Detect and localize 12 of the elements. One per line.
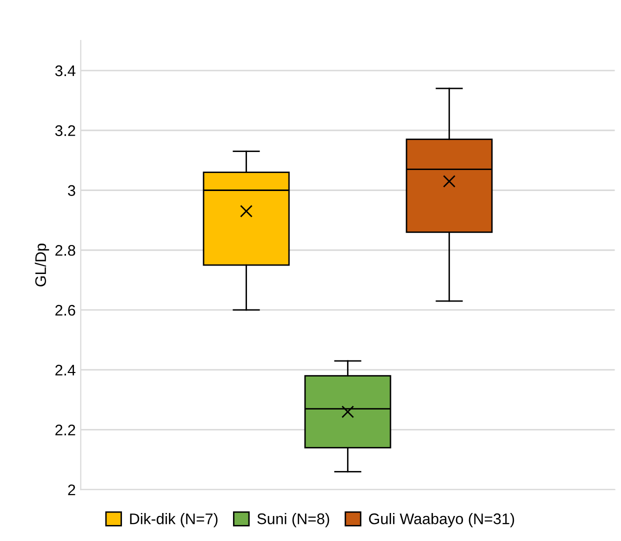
y-tick-label: 2.8 bbox=[55, 244, 76, 256]
legend-label: Suni (N=8) bbox=[257, 513, 330, 528]
legend-label: Dik-dik (N=7) bbox=[130, 513, 218, 528]
y-tick-label: 2 bbox=[68, 484, 76, 496]
y-tick-label: 2.2 bbox=[55, 424, 76, 436]
y-tick-label: 3 bbox=[68, 185, 76, 196]
legend-label: Guli Waabayo (N=31) bbox=[369, 513, 514, 528]
y-axis-title: GL/Dp bbox=[34, 244, 50, 286]
y-tick-label: 2.6 bbox=[55, 304, 76, 316]
y-tick-label: 3.4 bbox=[55, 65, 76, 76]
y-tick-label: 3.2 bbox=[55, 125, 76, 136]
y-tick-label: 2.4 bbox=[55, 364, 76, 376]
